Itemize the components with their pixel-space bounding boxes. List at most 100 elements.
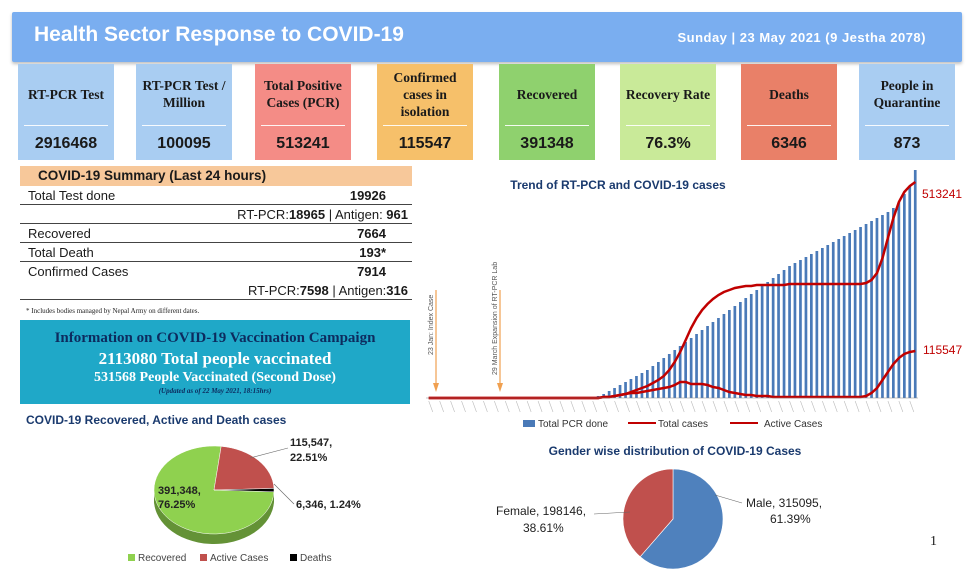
pcr-bar xyxy=(859,227,862,398)
pcr-bar xyxy=(875,218,879,398)
legend-swatch xyxy=(523,420,535,427)
stat-card-value: 76.3% xyxy=(645,134,691,152)
x-tick xyxy=(745,400,751,413)
pcr-bar xyxy=(897,202,901,398)
pcr-bar xyxy=(640,373,644,398)
pcr-bar xyxy=(673,350,677,398)
annotation-arrowhead xyxy=(433,383,439,392)
x-tick xyxy=(822,400,827,413)
pcr-bar xyxy=(624,382,627,398)
pcr-bar xyxy=(821,248,824,398)
pcr-bar xyxy=(722,314,726,398)
x-tick xyxy=(515,400,521,413)
x-tick xyxy=(647,400,652,413)
pcr-bar xyxy=(782,270,786,398)
pie-data-label: Male, 315095, xyxy=(746,496,822,510)
x-tick xyxy=(898,400,904,413)
summary-row-death: Total Death 193* xyxy=(20,243,412,262)
pie-data-label: 61.39% xyxy=(770,512,811,526)
chart-title: Trend of RT-PCR and COVID-19 cases xyxy=(510,178,726,192)
summary-label: Recovered xyxy=(28,226,91,241)
page-number: 1 xyxy=(930,534,937,549)
pcr-bar xyxy=(755,290,759,398)
vaccination-second-dose: 531568 People Vaccinated (Second Dose) xyxy=(94,370,336,385)
x-tick xyxy=(439,400,444,413)
pcr-bar xyxy=(788,266,791,398)
x-tick xyxy=(811,400,816,413)
legend-swatch xyxy=(200,554,207,561)
breakdown-value: 7598 xyxy=(299,283,329,298)
pie-slice xyxy=(639,468,724,570)
pie-section-title: COVID-19 Recovered, Active and Death cas… xyxy=(26,413,287,427)
pcr-bar xyxy=(629,379,633,398)
x-tick xyxy=(865,400,871,413)
pcr-bar xyxy=(870,221,873,398)
x-tick xyxy=(472,400,477,413)
trend-chart: Trend of RT-PCR and COVID-19 cases 23 Jan… xyxy=(426,170,962,430)
active-cases-line xyxy=(428,349,916,400)
x-tick xyxy=(843,400,849,413)
stat-card-value: 115547 xyxy=(398,134,452,152)
stat-card: Total Positive Cases (PCR) 513241 xyxy=(255,64,351,160)
summary-row-recovered: Recovered 7664 xyxy=(20,224,412,243)
pcr-bar xyxy=(700,330,704,398)
stat-card-label: Recovered xyxy=(516,86,578,102)
stat-card: Deaths 6346 xyxy=(741,64,837,160)
pcr-bar xyxy=(667,354,671,398)
summary-value: 7914 xyxy=(357,264,386,279)
chart-title: Gender wise distribution of COVID-19 Cas… xyxy=(549,444,802,458)
stat-card-divider xyxy=(383,125,467,126)
pie-data-label: 22.51% xyxy=(290,452,328,464)
pcr-bar xyxy=(760,286,764,398)
summary-label: Confirmed Cases xyxy=(28,264,129,279)
x-tick xyxy=(559,400,565,413)
pcr-bar xyxy=(881,215,884,398)
breakdown-value: 316 xyxy=(386,283,408,298)
pcr-bar xyxy=(908,186,912,398)
recovery-pie-chart: 391,348, 76.25% 115,547, 22.51% 6,346, 1.24%… xyxy=(128,437,361,564)
pcr-bar xyxy=(749,294,753,398)
summary-title: COVID-19 Summary (Last 24 hours) xyxy=(20,166,412,186)
x-tick xyxy=(701,400,707,413)
total-cases-end-label: 513241 xyxy=(922,187,962,201)
pcr-bar xyxy=(717,318,720,398)
pcr-bar xyxy=(739,302,742,398)
gender-pie-chart: Gender wise distribution of COVID-19 Cas… xyxy=(496,444,822,570)
pcr-bar xyxy=(728,310,731,398)
breakdown-label: RT-PCR: xyxy=(248,283,300,298)
x-tick xyxy=(679,400,685,413)
x-tick xyxy=(767,400,772,413)
x-tick xyxy=(548,400,554,413)
pcr-bar xyxy=(793,263,797,398)
pcr-bar xyxy=(607,391,611,398)
legend-label: Active Cases xyxy=(764,419,822,430)
summary-confirmed-breakdown: RT-PCR:7598 | Antigen:316 xyxy=(20,281,412,300)
x-tick xyxy=(800,400,805,413)
stat-card-divider xyxy=(142,125,226,126)
breakdown-value: 961 xyxy=(386,207,408,222)
x-tick xyxy=(658,400,663,413)
pie-data-label: 6,346, 1.24% xyxy=(296,499,361,511)
pcr-bar xyxy=(886,212,890,398)
x-tick xyxy=(909,400,915,413)
pcr-bar xyxy=(826,245,830,398)
pcr-bar xyxy=(903,194,906,398)
stat-card-divider xyxy=(24,125,108,126)
stat-card-divider xyxy=(505,125,589,126)
summary-label: Total Test done xyxy=(28,188,116,203)
stat-card-label: Confirmed cases in isolation xyxy=(393,69,457,119)
footnote: * Includes bodies managed by Nepal Army … xyxy=(26,307,200,315)
summary-label: Total Death xyxy=(28,245,94,260)
legend-swatch xyxy=(128,554,135,561)
legend-label: Recovered xyxy=(138,553,186,564)
summary-value: 7664 xyxy=(357,226,386,241)
pcr-bar xyxy=(706,326,709,398)
breakdown-label: | Antigen: xyxy=(328,283,387,298)
pie-leader-line xyxy=(249,447,289,459)
pcr-bar xyxy=(848,233,851,398)
stat-card: Recovery Rate 76.3% xyxy=(620,64,716,160)
active-cases-end-label: 115547 xyxy=(923,343,962,357)
x-tick xyxy=(537,400,543,413)
legend-label: Total cases xyxy=(658,419,708,430)
stat-card-value: 100095 xyxy=(157,134,211,152)
